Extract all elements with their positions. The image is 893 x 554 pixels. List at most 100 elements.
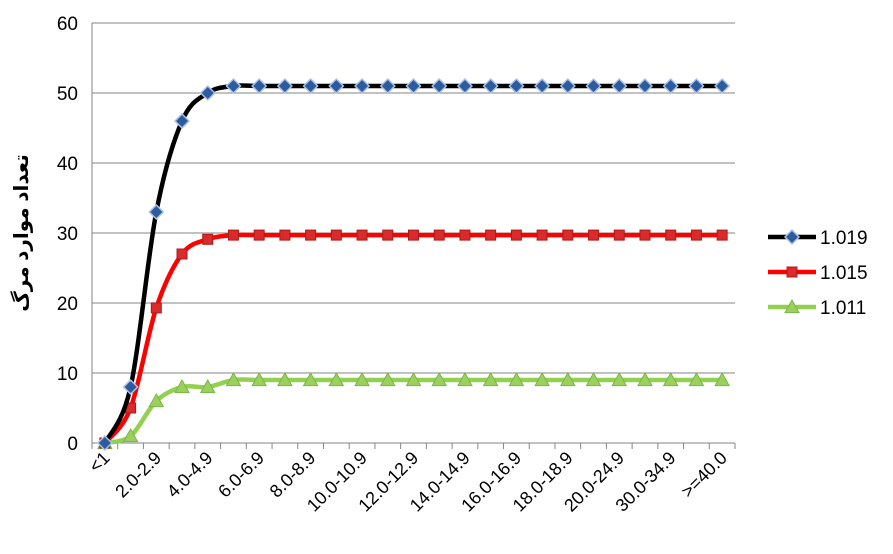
data-point [482,77,499,95]
data-point [96,434,113,452]
x-tick-label: <1 [85,448,114,477]
data-point [148,203,165,221]
data-point [588,229,600,241]
data-point [199,84,216,102]
data-point [662,371,679,387]
legend: 1.019 1.015 1.011 [768,228,868,319]
data-point [408,229,419,241]
legend-item: 1.011 [768,298,866,319]
series-line [103,232,723,445]
data-point [662,77,679,95]
y-tick-label: 30 [57,224,78,245]
x-tick-label: >=40.0 [677,448,731,502]
axes [91,23,736,449]
series-1.015 [99,229,728,449]
data-point [457,371,473,387]
data-point [176,248,188,260]
data-point [253,229,265,241]
data-point [456,77,474,95]
data-point [585,77,602,95]
data-point [611,77,628,95]
x-tick-label: 4.0-4.9 [163,448,217,502]
data-point [227,229,239,241]
data-point [714,77,731,95]
data-point [534,77,551,95]
legend-marker [784,298,800,314]
data-point [688,77,705,95]
data-point [276,77,293,95]
data-point [330,229,342,241]
data-point [405,371,422,387]
tick-labels: 0102030405060<12.0-2.94.0-4.96.0-6.98.0-… [57,14,731,516]
data-point [302,371,319,387]
data-point [536,229,548,241]
legend-item: 1.015 [768,263,868,284]
data-point [251,371,268,387]
y-tick-label: 50 [57,84,78,105]
data-point [508,371,525,387]
data-point [382,229,394,241]
legend-marker [786,266,798,278]
data-point [636,77,654,95]
y-tick-label: 60 [57,14,78,35]
y-tick-label: 20 [57,294,78,315]
legend-marker [783,228,801,246]
data-point [534,371,550,387]
y-tick-label: 40 [57,154,78,175]
data-point [559,371,576,387]
x-tick-label: 6.0-6.9 [214,448,268,502]
data-point [173,112,191,130]
legend-item: 1.019 [768,228,868,249]
data-point [277,371,293,387]
data-point [328,371,345,387]
gridlines [92,22,735,374]
legend-label: 1.019 [820,228,868,249]
data-point [559,77,576,95]
series-1.019 [96,77,731,452]
data-point [328,77,345,95]
y-tick-label: 10 [57,364,78,385]
data-point [639,229,651,241]
data-point [279,229,291,241]
y-tick-label: 0 [67,434,78,455]
data-point [482,371,499,387]
data-point [305,229,317,241]
data-point [150,302,162,314]
x-tick-label: 2.0-2.9 [111,448,165,502]
data-point [225,371,242,387]
data-point [199,378,216,394]
data-point [433,229,445,241]
data-point [379,371,396,387]
data-point [356,229,368,241]
series-line [104,377,723,446]
data-point [690,229,702,241]
data-point [716,229,728,241]
legend-label: 1.015 [820,263,868,284]
y-axis-label: تعداد موارد مرگ [10,154,33,311]
series-line [102,83,723,445]
data-point [122,427,139,443]
legend-label: 1.011 [820,298,866,319]
data-point [510,229,522,241]
data-point [611,371,628,387]
data-point [714,371,730,387]
data-point [379,77,396,95]
data-point [431,77,448,95]
data-point [148,392,165,408]
data-point [174,378,190,394]
data-point [354,371,370,387]
data-point [225,77,242,95]
data-point [665,229,677,241]
data-point [459,229,471,241]
data-point [688,371,705,387]
data-point [302,77,319,95]
data-point [353,77,371,95]
data-point [122,378,139,396]
series-lines [96,77,731,452]
data-point [613,229,625,241]
data-point [202,233,214,245]
series-1.011 [97,371,730,450]
data-point [431,371,448,387]
